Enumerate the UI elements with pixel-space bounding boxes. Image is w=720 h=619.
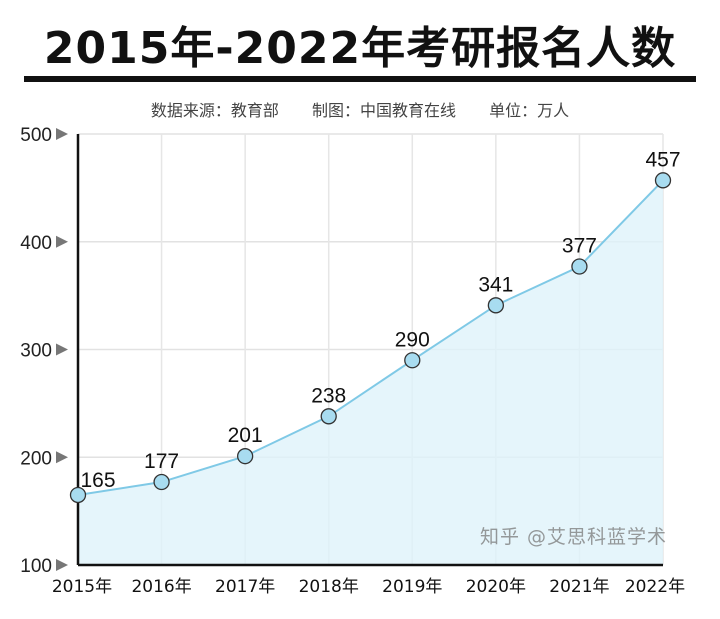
data-label: 238 <box>311 384 346 407</box>
y-tick-arrow-icon <box>56 451 68 464</box>
data-label: 290 <box>395 328 430 351</box>
area-fill <box>78 180 663 565</box>
x-tick-label: 2015年 <box>52 577 112 597</box>
data-label: 201 <box>228 424 263 447</box>
data-label: 377 <box>562 235 597 258</box>
y-tick-arrow-icon <box>56 235 68 248</box>
y-tick-arrow-icon <box>56 559 68 571</box>
data-point <box>69 486 87 504</box>
x-tick-label: 2017年 <box>215 577 275 597</box>
chart-subtitle: 数据来源：教育部 制图：中国教育在线 单位：万人 <box>0 97 720 121</box>
y-tick-label: 100 <box>20 556 52 577</box>
data-point <box>487 297 505 314</box>
data-label: 457 <box>645 148 680 171</box>
y-tick-arrow-icon <box>56 128 68 140</box>
x-tick-label: 2021年 <box>549 577 609 597</box>
data-point <box>571 258 588 275</box>
data-label: 177 <box>144 450 179 473</box>
x-tick-label: 2016年 <box>131 577 191 597</box>
y-tick-label: 300 <box>20 341 52 362</box>
x-tick-label: 2022年 <box>625 577 685 597</box>
x-tick-label: 2020年 <box>466 577 526 597</box>
unit-label: 单位：万人 <box>489 101 570 120</box>
data-point <box>654 172 672 189</box>
y-tick-label: 200 <box>20 448 52 469</box>
x-tick-label: 2018年 <box>299 577 359 597</box>
y-tick-label: 400 <box>20 233 52 254</box>
data-label: 165 <box>80 469 115 492</box>
data-label: 341 <box>478 273 513 296</box>
series-line <box>77 179 664 496</box>
chart-maker: 制图：中国教育在线 <box>311 101 456 120</box>
data-point <box>320 408 337 425</box>
watermark: 知乎 @艾思科蓝学术 <box>480 526 668 548</box>
x-tick-label: 2019年 <box>382 577 442 597</box>
data-point <box>404 352 421 369</box>
y-tick-arrow-icon <box>56 343 68 356</box>
chart-title: 2015年-2022年考研报名人数 <box>43 23 677 74</box>
data-point <box>153 473 170 491</box>
data-source: 数据来源：教育部 <box>150 101 279 120</box>
data-point <box>236 448 254 465</box>
y-tick-label: 500 <box>20 125 52 146</box>
title-divider <box>24 76 696 82</box>
